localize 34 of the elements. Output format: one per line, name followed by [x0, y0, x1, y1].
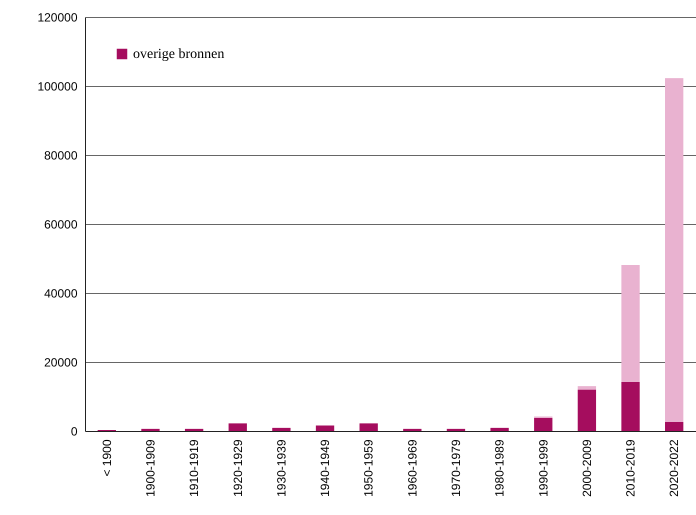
x-tick-label: 1900-1909: [143, 439, 158, 497]
y-tick-label: 0: [70, 424, 78, 438]
y-tick-label: 100000: [37, 80, 78, 94]
x-tick-label: 1970-1979: [448, 439, 463, 497]
legend-label: overige bronnen: [133, 47, 224, 62]
bar: [578, 386, 596, 390]
y-tick-label: 60000: [44, 218, 78, 232]
bar: [316, 425, 334, 431]
x-tick-label: 2000-2009: [580, 439, 594, 497]
bar: [360, 423, 378, 431]
x-tick-label: 2020-2022: [667, 439, 682, 497]
bar: [490, 428, 509, 431]
y-tick-label: 80000: [44, 148, 78, 162]
x-tick-label: 1920-1929: [230, 439, 245, 497]
x-tick-label: 1940-1949: [318, 439, 332, 497]
x-tick-label: 1960-1969: [405, 439, 420, 497]
bar: [665, 422, 684, 431]
bar: [272, 428, 291, 431]
bar: [578, 390, 596, 431]
y-tick-label: 120000: [37, 10, 78, 24]
y-tick-label: 40000: [44, 286, 78, 300]
bar: [228, 423, 247, 431]
x-tick-label: 1910-1919: [187, 439, 202, 497]
bar: [665, 78, 684, 422]
bar: [621, 382, 640, 431]
x-tick-label: < 1900: [100, 439, 114, 477]
x-tick-label: 1930-1939: [274, 439, 288, 497]
bar: [534, 418, 552, 431]
x-tick-label: 2010-2019: [624, 439, 638, 497]
bar: [621, 265, 640, 382]
x-tick-label: 1980-1989: [492, 439, 507, 497]
x-tick-label: 1990-1999: [536, 439, 550, 497]
x-tick-label: 1950-1959: [362, 439, 376, 497]
y-tick-label: 20000: [44, 356, 78, 370]
